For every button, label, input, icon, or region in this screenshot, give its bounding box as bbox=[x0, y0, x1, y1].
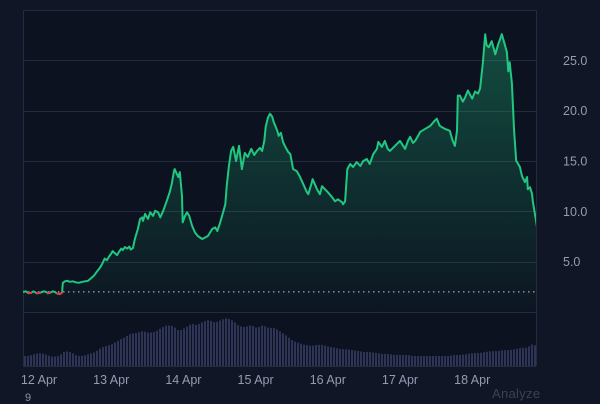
x-tick-label: 18 Apr bbox=[454, 373, 490, 387]
x-tick-label: 15 Apr bbox=[238, 373, 274, 387]
partial-axis-glyph: 9 bbox=[25, 392, 32, 404]
x-tick-label: 13 Apr bbox=[93, 373, 129, 387]
y-tick-label: 5.0 bbox=[563, 255, 580, 269]
price-line-below-start bbox=[27, 291, 64, 296]
volume-bars bbox=[24, 318, 536, 366]
y-tick-label: 15.0 bbox=[563, 155, 587, 169]
x-tick-label: 16 Apr bbox=[310, 373, 346, 387]
x-tick-label: 17 Apr bbox=[382, 373, 418, 387]
y-tick-label: 10.0 bbox=[563, 205, 587, 219]
y-tick-label: 20.0 bbox=[563, 104, 587, 118]
price-line bbox=[23, 33, 536, 296]
x-axis-labels: 12 Apr 13 Apr 14 Apr 15 Apr 16 Apr 17 Apr 18 A… bbox=[21, 373, 490, 387]
x-tick-label: 12 Apr bbox=[21, 373, 57, 387]
y-axis-labels: 25.0 20.0 15.0 10.0 5.0 bbox=[563, 54, 587, 269]
y-tick-label: 25.0 bbox=[563, 54, 587, 68]
analyze-link[interactable]: Analyze bbox=[492, 386, 541, 401]
x-tick-label: 14 Apr bbox=[165, 373, 201, 387]
price-area-fill bbox=[23, 34, 536, 312]
